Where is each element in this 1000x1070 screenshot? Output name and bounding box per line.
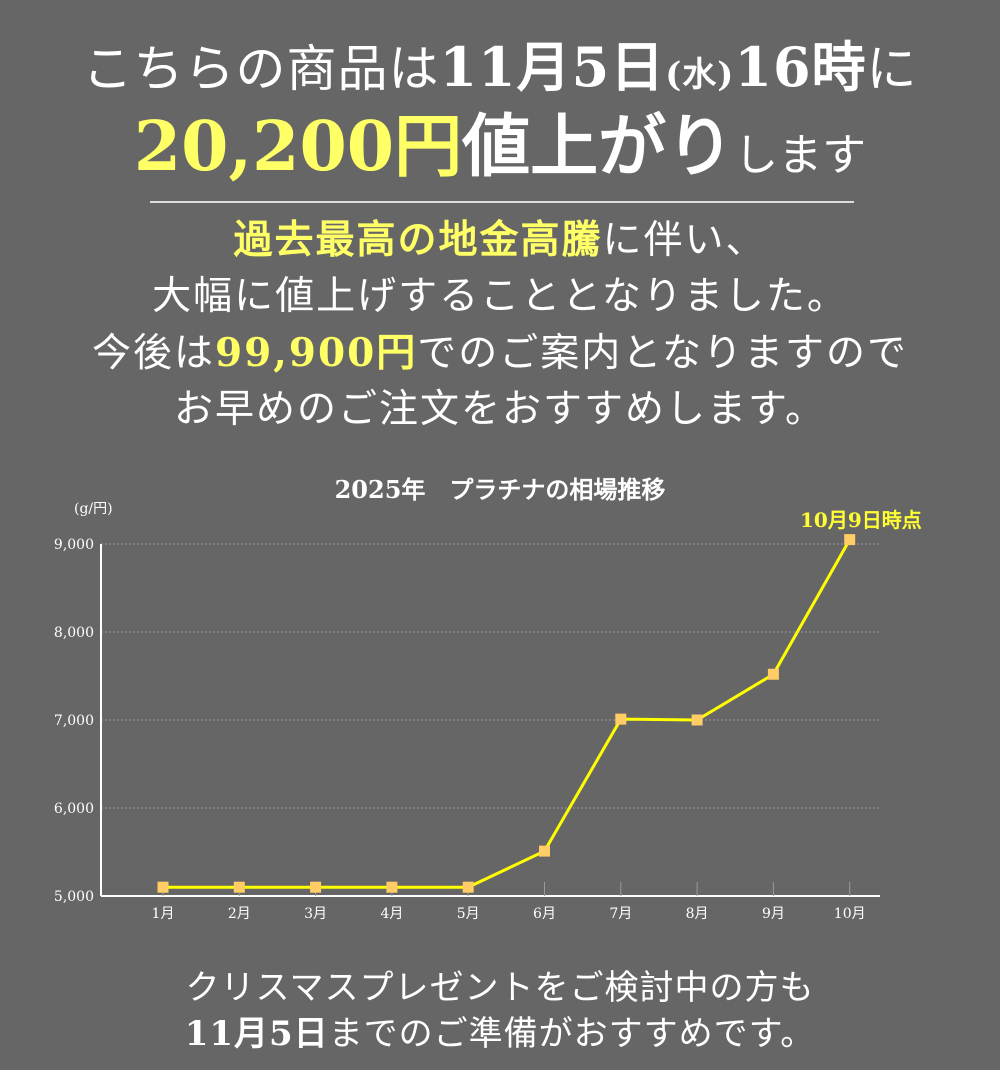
headline-date: 11月5日 [439, 35, 666, 99]
notice-line-3: 今後は99,900円でのご案内となりますので [0, 325, 1000, 382]
y-axis-unit: (g/円) [74, 501, 113, 517]
notice-line-4: お早めのご注文をおすすめします。 [173, 387, 827, 432]
x-tick-label: 10月 [834, 906, 866, 922]
price-increase-amount: 20,200円 [133, 107, 463, 187]
data-point-marker [310, 881, 322, 893]
data-point-marker [386, 881, 398, 893]
notice-line-1: 過去最高の地金高騰に伴い、 [0, 212, 1000, 269]
headline-tail: します [734, 130, 867, 181]
headline-line1: こちらの商品は11月5日(水)16時に [0, 32, 1000, 110]
x-tick-label: 1月 [152, 906, 175, 922]
footer-date: 11月5日 [184, 1014, 329, 1054]
notice-text: 今後は [91, 331, 215, 376]
x-tick-label: 5月 [457, 906, 480, 922]
x-tick-label: 2月 [228, 906, 251, 922]
footer-line-1: クリスマスプレゼントをご検討中の方も [185, 968, 815, 1008]
headline-time: 16時 [734, 35, 867, 99]
y-tick-label: 7,000 [54, 713, 94, 729]
y-tick-label: 6,000 [54, 801, 94, 817]
x-tick-label: 8月 [686, 906, 709, 922]
y-tick-label: 9,000 [54, 537, 94, 553]
data-point-marker [767, 668, 779, 680]
x-tick-label: 9月 [762, 906, 785, 922]
headline-pre: こちらの商品は [82, 40, 440, 98]
footer-text: までのご準備がおすすめです。 [328, 1014, 816, 1054]
divider [150, 201, 854, 203]
footer-line-2: 11月5日までのご準備がおすすめです。 [0, 1011, 1000, 1057]
chart-title: 2025年 プラチナの相場推移 [334, 475, 666, 504]
notice-body: 過去最高の地金高騰に伴い、 大幅に値上げすることとなりました。 今後は99,90… [0, 212, 1000, 438]
headline-post: に [866, 40, 918, 98]
chart-annotation: 10月9日時点 [800, 508, 922, 532]
headline-line2: 20,200円値上がりします [0, 104, 1000, 208]
data-point-marker [157, 881, 169, 893]
x-tick-label: 3月 [304, 906, 327, 922]
footer-message: クリスマスプレゼントをご検討中の方も 11月5日までのご準備がおすすめです。 [0, 965, 1000, 1057]
data-point-marker [691, 714, 703, 726]
data-point-marker [462, 881, 474, 893]
headline-weekday: (水) [665, 55, 735, 95]
x-tick-label: 6月 [533, 906, 556, 922]
new-price: 99,900円 [214, 330, 418, 376]
x-tick-label: 7月 [609, 906, 632, 922]
y-tick-label: 8,000 [54, 625, 94, 641]
data-point-marker [233, 881, 245, 893]
notice-line-2: 大幅に値上げすることとなりました。 [152, 274, 848, 319]
data-point-marker [539, 845, 550, 857]
series-line [163, 538, 852, 889]
notice-text: に伴い、 [602, 218, 767, 263]
data-point-marker [844, 534, 856, 546]
x-tick-label: 4月 [380, 906, 403, 922]
notice-text: でのご案内となりますので [417, 331, 909, 376]
y-tick-label: 5,000 [54, 889, 94, 905]
price-increase-label: 値上がり [462, 107, 735, 187]
data-point-marker [615, 713, 627, 725]
notice-highlight: 過去最高の地金高騰 [233, 217, 603, 263]
